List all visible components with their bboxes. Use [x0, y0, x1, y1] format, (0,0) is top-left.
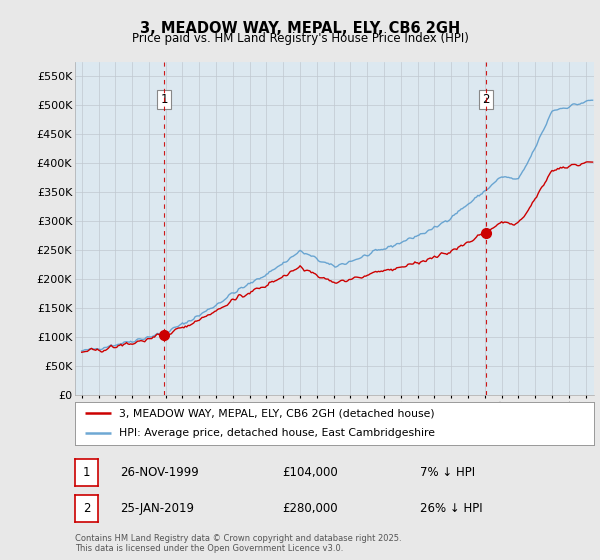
Text: £280,000: £280,000 — [282, 502, 338, 515]
Text: 7% ↓ HPI: 7% ↓ HPI — [420, 465, 475, 479]
Text: 26% ↓ HPI: 26% ↓ HPI — [420, 502, 482, 515]
Text: Price paid vs. HM Land Registry's House Price Index (HPI): Price paid vs. HM Land Registry's House … — [131, 32, 469, 45]
Text: 3, MEADOW WAY, MEPAL, ELY, CB6 2GH: 3, MEADOW WAY, MEPAL, ELY, CB6 2GH — [140, 21, 460, 36]
Text: 2: 2 — [83, 502, 90, 515]
Text: 26-NOV-1999: 26-NOV-1999 — [120, 465, 199, 479]
Text: 3, MEADOW WAY, MEPAL, ELY, CB6 2GH (detached house): 3, MEADOW WAY, MEPAL, ELY, CB6 2GH (deta… — [119, 408, 435, 418]
Text: 2: 2 — [482, 93, 490, 106]
Text: HPI: Average price, detached house, East Cambridgeshire: HPI: Average price, detached house, East… — [119, 428, 435, 438]
Text: 25-JAN-2019: 25-JAN-2019 — [120, 502, 194, 515]
Text: Contains HM Land Registry data © Crown copyright and database right 2025.
This d: Contains HM Land Registry data © Crown c… — [75, 534, 401, 553]
Text: 1: 1 — [160, 93, 168, 106]
Text: £104,000: £104,000 — [282, 465, 338, 479]
Text: 1: 1 — [83, 465, 90, 479]
